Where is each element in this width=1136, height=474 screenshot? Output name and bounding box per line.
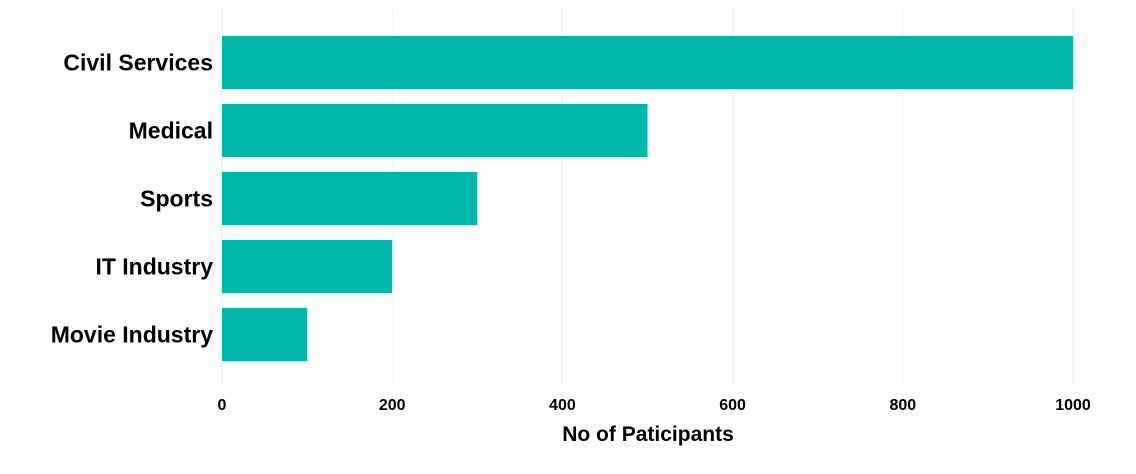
category-label: Sports bbox=[140, 186, 213, 212]
category-label: IT Industry bbox=[95, 254, 213, 280]
bar-it-industry bbox=[222, 240, 393, 293]
x-tick-label: 0 bbox=[218, 397, 227, 414]
x-tick-labels: 0 200 400 600 800 1000 bbox=[218, 397, 1091, 414]
x-tick-label: 600 bbox=[719, 397, 746, 414]
x-tick-label: 800 bbox=[889, 397, 916, 414]
category-label: Medical bbox=[129, 118, 213, 144]
category-label: Civil Services bbox=[63, 50, 213, 76]
x-axis-title: No of Paticipants bbox=[562, 423, 734, 446]
bar-medical bbox=[222, 104, 648, 157]
x-tick-label: 400 bbox=[549, 397, 576, 414]
x-tick-label: 1000 bbox=[1055, 397, 1091, 414]
bars bbox=[222, 36, 1073, 361]
x-tick-label: 200 bbox=[379, 397, 406, 414]
category-labels: Civil Services Medical Sports IT Industry Mo… bbox=[51, 50, 214, 348]
bar-civil-services bbox=[222, 36, 1073, 89]
bar-movie-industry bbox=[222, 308, 308, 361]
bar-sports bbox=[222, 172, 478, 225]
category-label: Movie Industry bbox=[51, 322, 214, 348]
